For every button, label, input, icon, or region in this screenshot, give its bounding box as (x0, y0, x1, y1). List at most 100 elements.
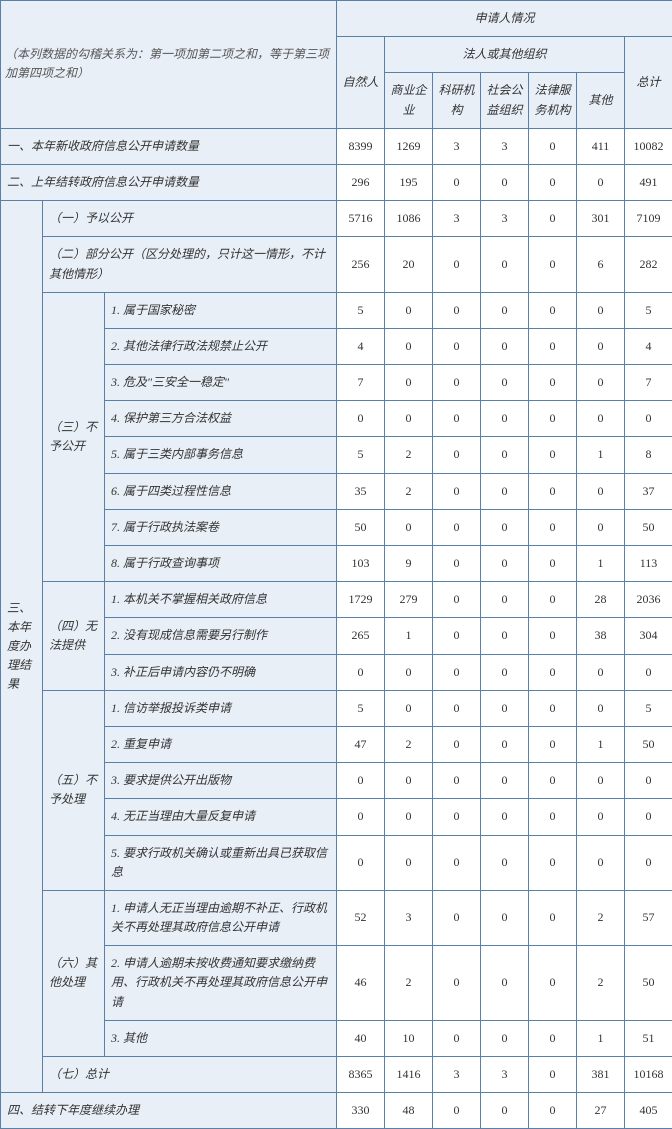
hdr-biz: 商业企业 (385, 73, 433, 128)
cell: 0 (385, 365, 433, 401)
cell: 50 (625, 946, 672, 1021)
cell: 0 (481, 473, 529, 509)
cell: 301 (577, 201, 625, 237)
cell: 0 (433, 509, 481, 545)
cell: 0 (529, 1057, 577, 1093)
cell: 195 (385, 164, 433, 200)
cell: 0 (577, 690, 625, 726)
cell: 0 (481, 164, 529, 200)
s3-5-4-label: 4. 无正当理由大量反复申请 (105, 799, 337, 835)
s3-5-label: （五）不予处理 (43, 690, 105, 890)
cell: 7109 (625, 201, 672, 237)
hdr-natural: 自然人 (337, 37, 385, 129)
cell: 0 (481, 763, 529, 799)
s3-5-3-label: 3. 要求提供公开出版物 (105, 763, 337, 799)
s3-7-label: （七）总计 (43, 1057, 337, 1093)
cell: 0 (529, 328, 577, 364)
cell: 3 (385, 890, 433, 945)
s3-5-2-label: 2. 重复申请 (105, 726, 337, 762)
cell: 256 (337, 237, 385, 292)
cell: 0 (433, 546, 481, 582)
row-s3-5-1: （五）不予处理 1. 信访举报投诉类申请 5 0 0 0 0 0 5 (1, 690, 672, 726)
cell: 10168 (625, 1057, 672, 1093)
cell: 0 (529, 690, 577, 726)
s3-6-3-label: 3. 其他 (105, 1020, 337, 1056)
cell: 0 (577, 763, 625, 799)
cell: 2 (385, 726, 433, 762)
cell: 0 (385, 799, 433, 835)
cell: 0 (625, 799, 672, 835)
cell: 0 (337, 654, 385, 690)
cell: 113 (625, 546, 672, 582)
cell: 3 (433, 1057, 481, 1093)
cell: 0 (481, 546, 529, 582)
cell: 51 (625, 1020, 672, 1056)
cell: 37 (625, 473, 672, 509)
cell: 0 (385, 763, 433, 799)
s3-2-label: （二）部分公开（区分处理的，只计这一情形，不计其他情形） (43, 237, 337, 292)
cell: 1729 (337, 582, 385, 618)
s3-3-4-label: 4. 保护第三方合法权益 (105, 401, 337, 437)
cell: 1 (385, 618, 433, 654)
cell: 0 (481, 365, 529, 401)
cell: 0 (481, 237, 529, 292)
cell: 0 (433, 890, 481, 945)
s3-6-1-label: 1. 申请人无正当理由逾期不补正、行政机关不再处理其政府信息公开申请 (105, 890, 337, 945)
cell: 0 (529, 582, 577, 618)
cell: 0 (481, 799, 529, 835)
cell: 0 (385, 401, 433, 437)
cell: 8 (625, 437, 672, 473)
cell: 0 (337, 835, 385, 890)
cell: 0 (529, 509, 577, 545)
cell: 0 (433, 654, 481, 690)
cell: 0 (529, 128, 577, 164)
cell: 0 (433, 1093, 481, 1129)
cell: 38 (577, 618, 625, 654)
row-s4: 四、结转下年度继续办理 330 48 0 0 0 27 405 (1, 1093, 672, 1129)
cell: 0 (385, 328, 433, 364)
cell: 0 (529, 1020, 577, 1056)
cell: 296 (337, 164, 385, 200)
s3-4-1-label: 1. 本机关不掌握相关政府信息 (105, 582, 337, 618)
cell: 0 (529, 401, 577, 437)
cell: 2 (385, 473, 433, 509)
hdr-legalgroup: 法人或其他组织 (385, 37, 625, 73)
cell: 0 (481, 618, 529, 654)
cell: 2036 (625, 582, 672, 618)
cell: 3 (481, 128, 529, 164)
s3-3-2-label: 2. 其他法律行政法规禁止公开 (105, 328, 337, 364)
cell: 28 (577, 582, 625, 618)
cell: 0 (577, 473, 625, 509)
cell: 35 (337, 473, 385, 509)
cell: 50 (337, 509, 385, 545)
cell: 411 (577, 128, 625, 164)
cell: 5 (337, 437, 385, 473)
cell: 381 (577, 1057, 625, 1093)
cell: 0 (433, 437, 481, 473)
cell: 0 (433, 473, 481, 509)
cell: 0 (625, 401, 672, 437)
cell: 0 (481, 509, 529, 545)
row-s1: 一、本年新收政府信息公开申请数量 8399 1269 3 3 0 411 100… (1, 128, 672, 164)
s3-3-5-label: 5. 属于三类内部事务信息 (105, 437, 337, 473)
cell: 0 (433, 582, 481, 618)
cell: 0 (577, 799, 625, 835)
cell: 0 (433, 946, 481, 1021)
cell: 0 (529, 292, 577, 328)
cell: 0 (529, 473, 577, 509)
cell: 5 (625, 690, 672, 726)
cell: 0 (385, 835, 433, 890)
disclosure-table: （本列数据的勾稽关系为：第一项加第二项之和，等于第三项加第四项之和） 申请人情况… (0, 0, 672, 1129)
cell: 0 (625, 654, 672, 690)
hdr-welfare: 社会公益组织 (481, 73, 529, 128)
cell: 2 (385, 946, 433, 1021)
cell: 0 (577, 365, 625, 401)
cell: 304 (625, 618, 672, 654)
hdr-applicant: 申请人情况 (337, 1, 672, 37)
cell: 27 (577, 1093, 625, 1129)
cell: 0 (529, 1093, 577, 1129)
cell: 0 (337, 799, 385, 835)
s3-5-5-label: 5. 要求行政机关确认或重新出具已获取信息 (105, 835, 337, 890)
cell: 0 (577, 328, 625, 364)
cell: 0 (481, 726, 529, 762)
